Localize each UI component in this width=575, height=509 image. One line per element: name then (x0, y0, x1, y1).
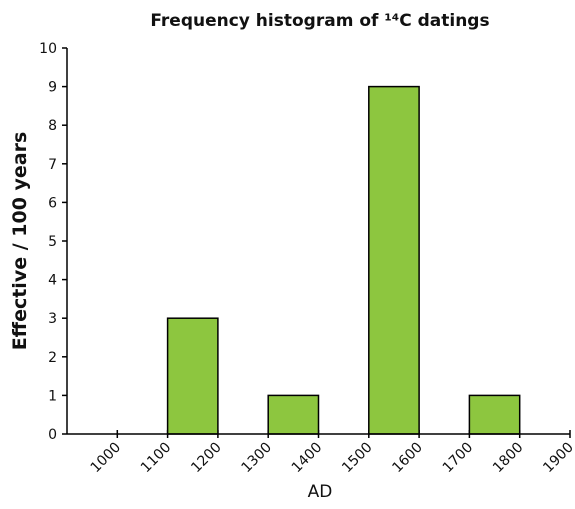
x-tick-label: 1900 (540, 440, 575, 477)
bar (267, 394, 320, 435)
y-tick-label: 7 (48, 157, 57, 173)
chart-title: Frequency histogram of ¹⁴C datings (150, 11, 489, 31)
x-tick-label: 1200 (188, 440, 225, 477)
y-tick-label: 2 (48, 350, 57, 366)
bar (368, 85, 420, 435)
x-tick-label: 1400 (289, 440, 326, 477)
x-tick-label: 1500 (339, 440, 376, 477)
x-axis-label: AD (308, 482, 333, 502)
y-tick-label: 4 (48, 273, 57, 289)
x-tick-label: 1000 (88, 440, 125, 477)
y-tick-label: 1 (48, 388, 57, 404)
x-tick-label: 1600 (389, 440, 426, 477)
bar (468, 394, 521, 435)
bar (166, 317, 219, 435)
x-tick-label: 1100 (138, 440, 175, 477)
x-tick-label: 1700 (440, 440, 477, 477)
y-tick-label: 5 (48, 234, 57, 250)
x-tick-label: 1800 (490, 440, 527, 477)
y-axis-label: Effective / 100 years (9, 132, 31, 351)
x-tick-label: 1300 (239, 440, 276, 477)
y-tick-label: 10 (39, 41, 57, 57)
y-tick-label: 8 (48, 118, 57, 134)
y-tick-label: 0 (48, 427, 57, 443)
y-tick-label: 9 (48, 80, 57, 96)
y-tick-label: 3 (48, 311, 57, 327)
y-tick-label: 6 (48, 195, 57, 211)
